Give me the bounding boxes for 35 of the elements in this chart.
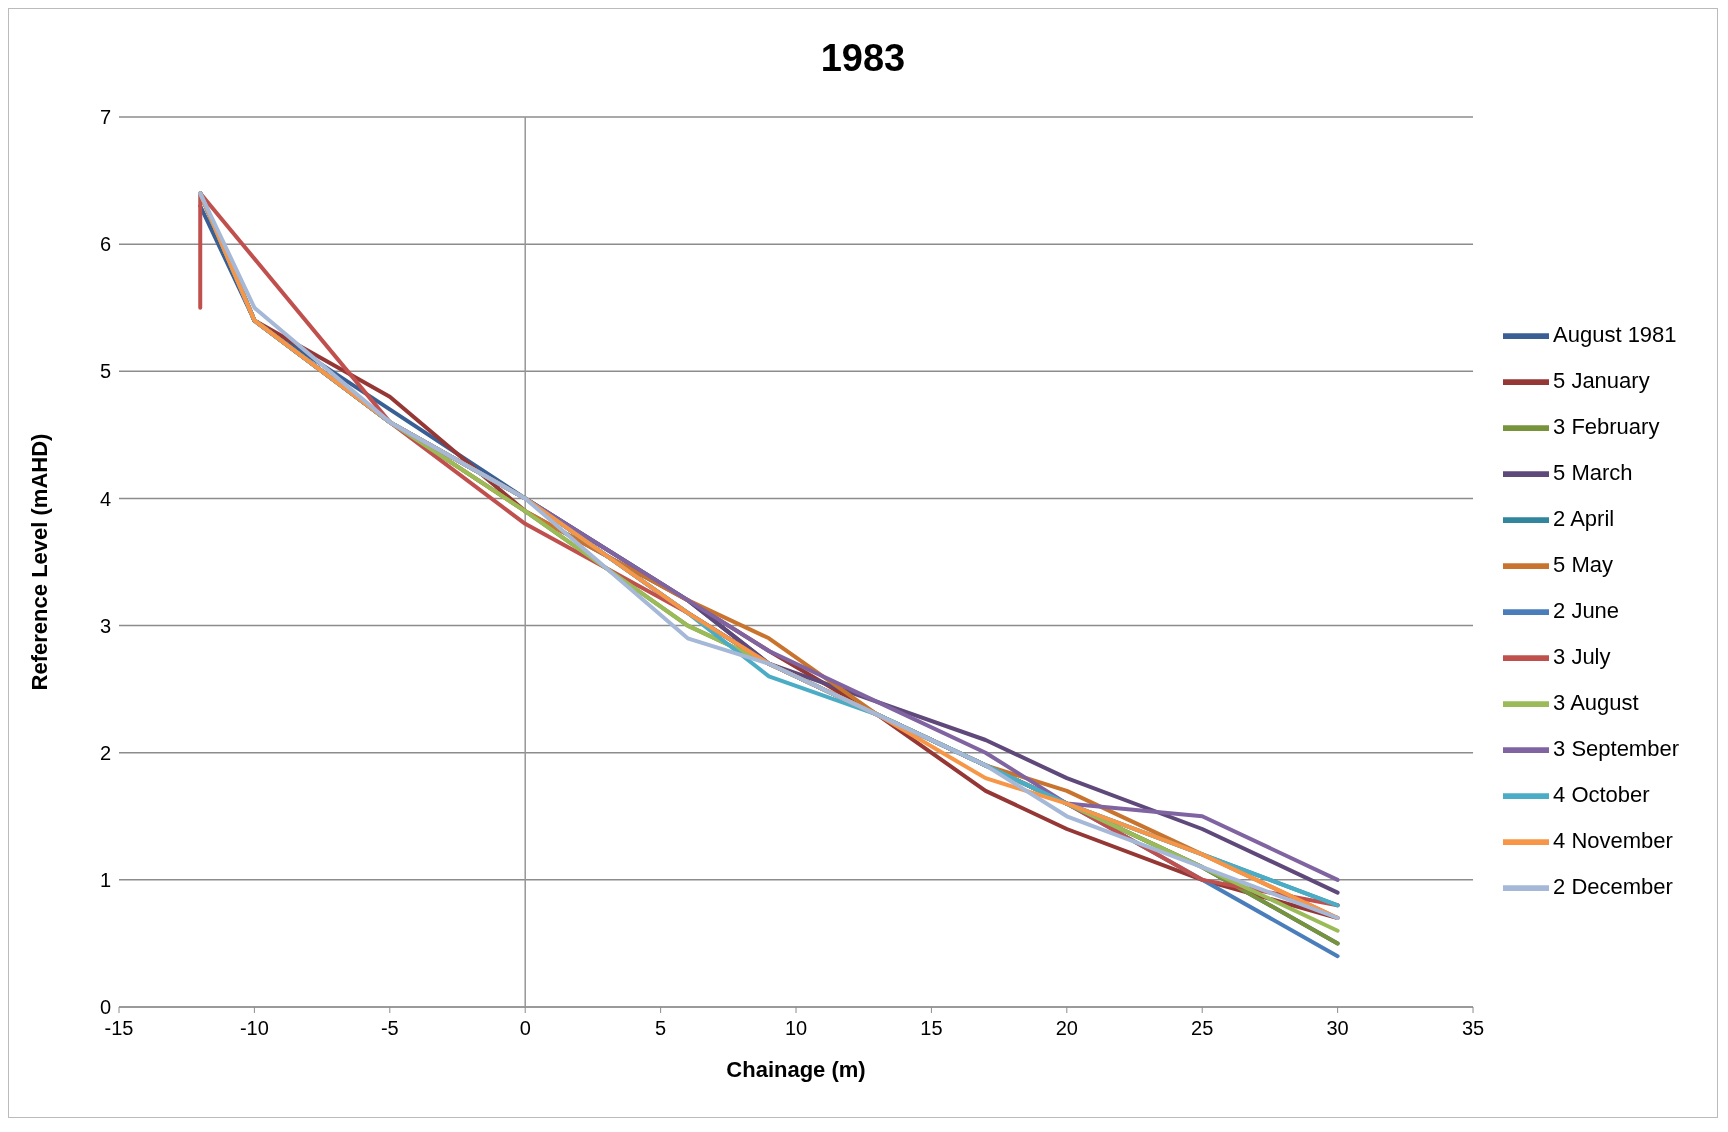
legend-label: 4 October	[1553, 781, 1650, 807]
y-tick-label: 6	[99, 233, 111, 256]
x-axis-title: Chainage (m)	[726, 1057, 866, 1082]
legend-label: August 1981	[1553, 321, 1677, 347]
x-tick-label: 5	[655, 1017, 667, 1040]
legend-label: 2 April	[1553, 505, 1615, 531]
y-tick-label: 4	[99, 487, 111, 510]
x-tick-label: -5	[380, 1017, 399, 1040]
chart-title: 1983	[819, 36, 907, 81]
legend-label: 5 January	[1553, 367, 1650, 393]
x-tick-label: 0	[519, 1017, 531, 1040]
x-tick-label: -15	[104, 1017, 134, 1040]
x-tick-label: 25	[1191, 1017, 1214, 1040]
y-tick-label: 1	[99, 868, 111, 891]
legend-label: 5 May	[1553, 551, 1613, 577]
y-tick-label: 2	[99, 741, 111, 764]
x-tick-label: -10	[239, 1017, 269, 1040]
x-tick-label: 10	[784, 1017, 808, 1040]
x-tick-label: 35	[1461, 1017, 1485, 1040]
y-tick-label: 3	[99, 614, 111, 637]
y-tick-label: 5	[99, 360, 111, 383]
x-tick-label: 30	[1326, 1017, 1349, 1040]
legend-label: 3 August	[1553, 689, 1639, 715]
y-tick-label: 7	[99, 106, 111, 129]
legend-label: 3 September	[1553, 735, 1679, 761]
legend-label: 5 March	[1553, 459, 1633, 485]
legend-label: 2 December	[1553, 873, 1673, 899]
y-tick-label: 0	[99, 996, 111, 1019]
legend-label: 4 November	[1553, 827, 1673, 853]
legend-label: 3 July	[1553, 643, 1611, 669]
legend-label: 3 February	[1553, 413, 1660, 439]
y-axis-title: Reference Level (mAHD)	[26, 433, 52, 691]
legend-label: 2 June	[1553, 597, 1620, 623]
x-tick-label: 15	[920, 1017, 943, 1040]
x-tick-label: 20	[1055, 1017, 1078, 1040]
